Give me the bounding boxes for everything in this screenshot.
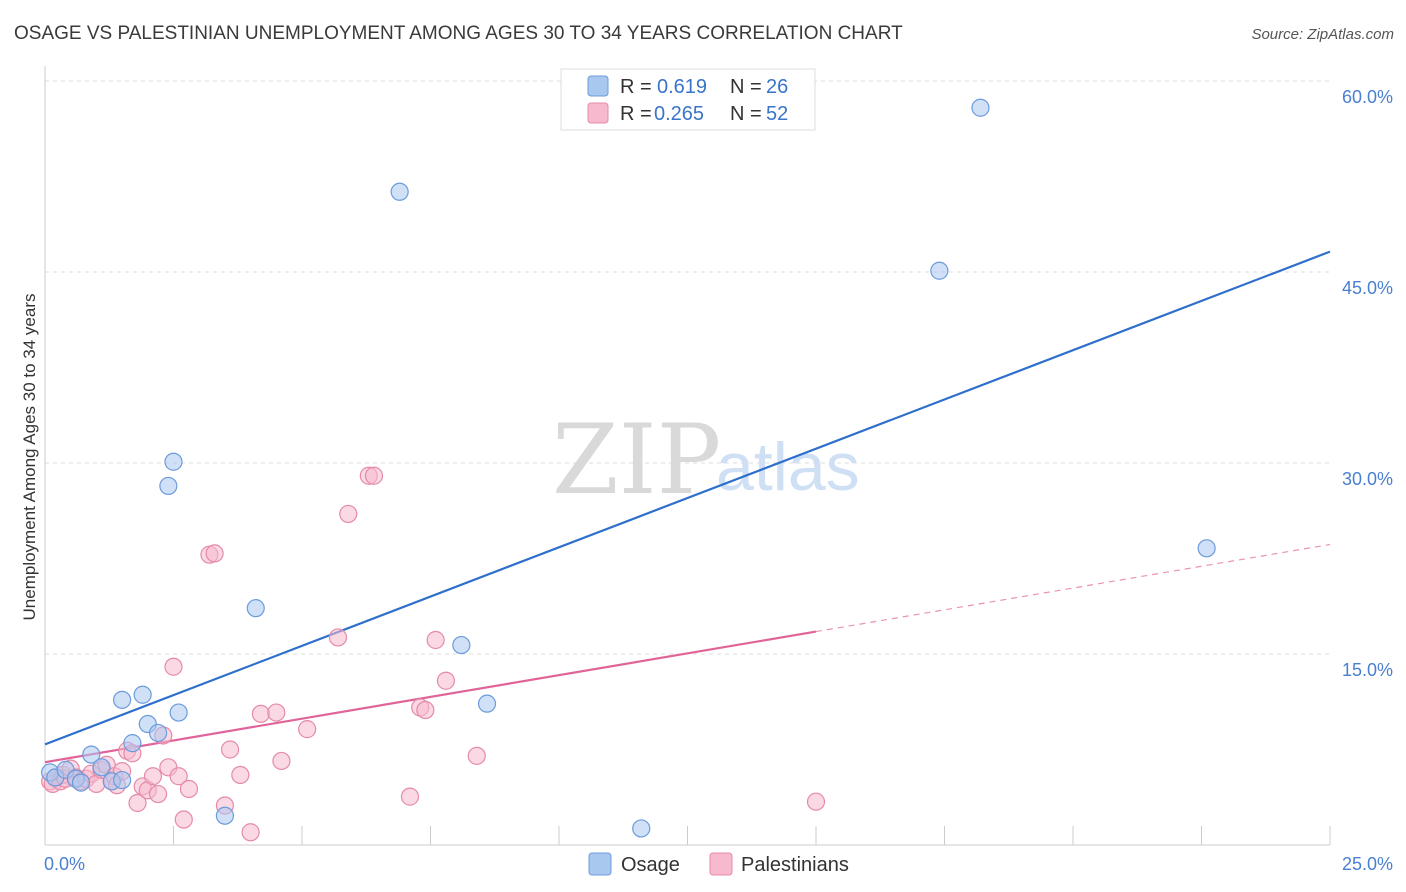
osage-point	[92, 758, 111, 777]
pal-point	[164, 657, 183, 676]
osage-point	[123, 734, 142, 753]
x-tick-label: 25.0%	[1342, 854, 1393, 874]
pal-point	[148, 784, 168, 804]
pal-point	[251, 704, 270, 723]
pal-point	[426, 630, 445, 650]
y-tick-label: 15.0%	[1342, 660, 1393, 680]
pal-point	[364, 466, 384, 485]
legend-osage-r-label: R =	[620, 76, 652, 98]
pal-point	[231, 765, 250, 785]
chart-title: OSAGE VS PALESTINIAN UNEMPLOYMENT AMONG …	[14, 23, 903, 44]
legend-osage-swatch	[587, 75, 609, 97]
osage-point	[112, 770, 132, 790]
legend-pal-n-value: 52	[766, 103, 788, 125]
osage-point	[159, 476, 178, 496]
osage-point	[246, 599, 265, 618]
osage-point	[169, 703, 188, 722]
osage-point	[148, 723, 168, 743]
osage-point	[1197, 539, 1216, 558]
osage-point	[112, 690, 132, 709]
watermark-zip: ZIP	[552, 404, 721, 516]
osage-point	[390, 182, 409, 201]
bottom-legend-osage-swatch	[588, 852, 612, 876]
pal-point	[174, 810, 193, 829]
chart-source: Source: ZipAtlas.com	[1251, 26, 1394, 43]
y-tick-label: 30.0%	[1342, 469, 1393, 489]
osage-point	[632, 819, 651, 838]
osage-point	[82, 745, 101, 764]
tick-labels: 15.0% 30.0% 45.0% 60.0% 0.0% 25.0%	[44, 87, 1393, 874]
legend: R = 0.619 N = 26 R = 0.265 N = 52	[560, 68, 816, 131]
pal-point	[205, 544, 224, 563]
osage-point	[477, 694, 497, 713]
x-tick-label: 0.0%	[44, 854, 85, 874]
bottom-legend-pal-label: Palestinians	[741, 854, 849, 876]
trend-lines	[44, 250, 1331, 764]
pal-point	[400, 787, 420, 806]
osage-point	[930, 261, 949, 280]
pal-point	[220, 740, 240, 759]
y-tick-label: 60.0%	[1342, 87, 1393, 107]
pal-point	[298, 720, 317, 739]
pal-point	[241, 823, 260, 842]
y-tick-label: 45.0%	[1342, 278, 1393, 298]
osage-point	[452, 635, 471, 655]
legend-pal-n-label: N =	[730, 103, 762, 125]
pal-trend-extension	[815, 543, 1331, 633]
bottom-legend-pal-swatch	[709, 852, 733, 876]
watermark: ZIP atlas	[552, 404, 860, 516]
pal-point	[267, 703, 286, 722]
pal-point	[328, 628, 348, 647]
axes	[44, 66, 1331, 846]
osage-point	[71, 773, 91, 792]
osage-trend-line	[44, 250, 1331, 746]
osage-point	[215, 806, 234, 825]
legend-osage-n-value: 26	[766, 76, 788, 98]
osage-point	[971, 98, 990, 117]
pal-point	[179, 779, 199, 799]
pal-point	[143, 767, 163, 786]
pal-trend-line	[44, 630, 817, 764]
pal-point	[272, 751, 291, 771]
data-points	[41, 98, 1216, 842]
grid-lines	[45, 80, 1330, 655]
pal-point	[806, 792, 826, 811]
legend-pal-r-value: 0.265	[654, 103, 704, 125]
legend-osage-r-value: 0.619	[657, 76, 707, 98]
pal-point	[416, 700, 435, 720]
pal-point	[467, 746, 486, 765]
bottom-legend: Osage Palestinians	[588, 852, 849, 876]
pal-point	[169, 767, 188, 786]
osage-point	[164, 452, 183, 471]
pal-point	[436, 671, 456, 690]
legend-osage-n-label: N =	[730, 76, 762, 98]
y-axis-label: Unemployment Among Ages 30 to 34 years	[20, 294, 39, 621]
pal-point	[128, 793, 147, 813]
legend-pal-swatch	[587, 102, 609, 124]
pal-point	[339, 504, 358, 524]
legend-pal-r-label: R =	[620, 103, 652, 125]
bottom-legend-osage-label: Osage	[621, 854, 680, 876]
osage-point	[133, 685, 152, 704]
